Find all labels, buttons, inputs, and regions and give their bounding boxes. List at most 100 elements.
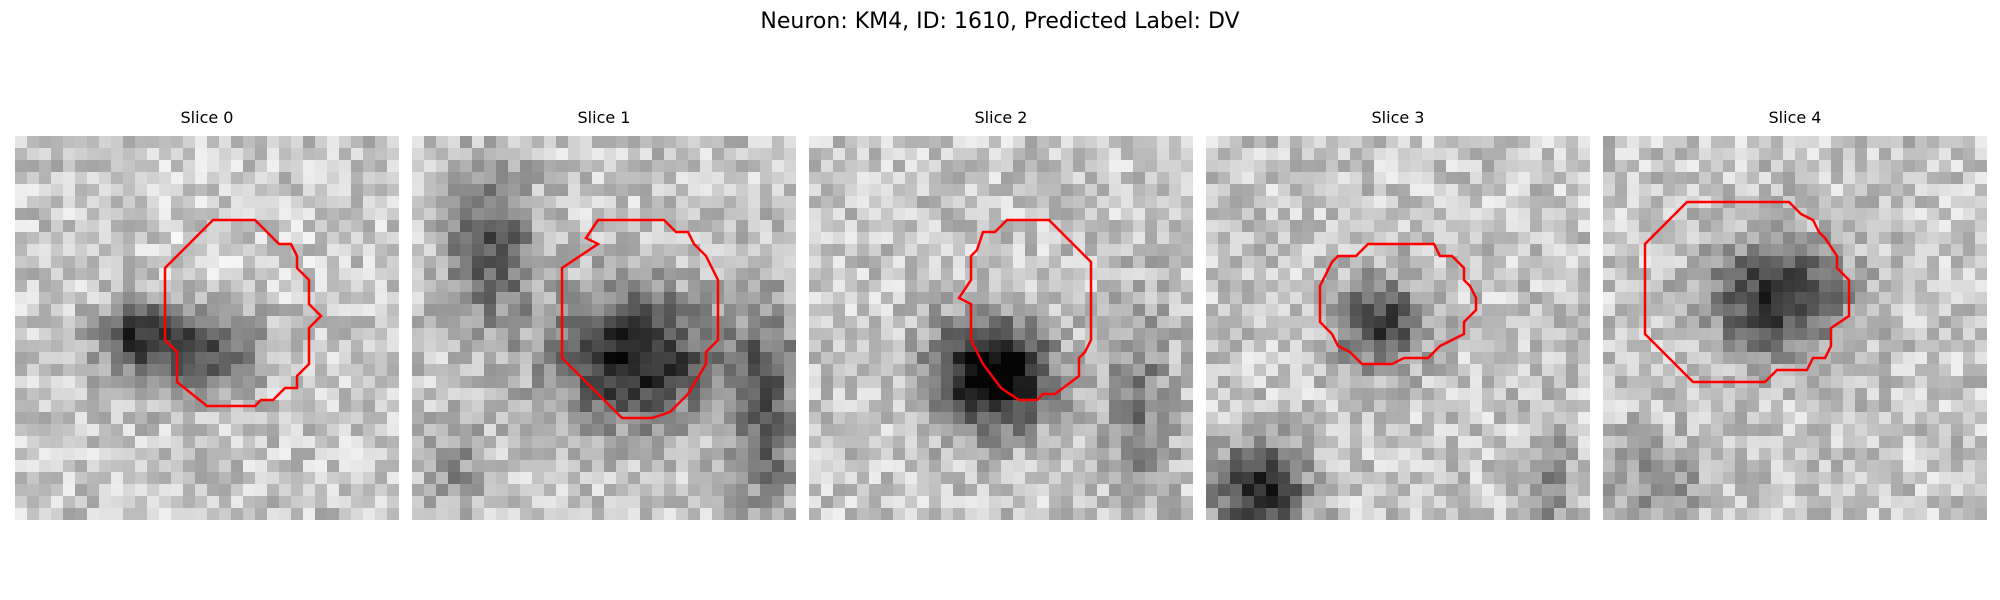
pixel [412, 160, 424, 172]
pixel [327, 208, 339, 220]
pixel [327, 244, 339, 256]
pixel [664, 424, 676, 436]
pixel [1915, 340, 1927, 352]
pixel [472, 400, 484, 412]
pixel [941, 244, 953, 256]
pixel [1242, 304, 1254, 316]
pixel [604, 184, 616, 196]
pixel [640, 316, 652, 328]
pixel [267, 280, 279, 292]
pixel [1711, 304, 1723, 316]
pixel [1578, 148, 1590, 160]
pixel [676, 472, 688, 484]
pixel [1013, 472, 1025, 484]
pixel [1578, 136, 1590, 148]
pixel [1145, 292, 1157, 304]
pixel [1037, 376, 1049, 388]
pixel [387, 280, 399, 292]
pixel [1627, 436, 1639, 448]
pixel [1506, 508, 1518, 520]
pixel [1651, 412, 1663, 424]
pixel [965, 400, 977, 412]
pixel [1566, 508, 1578, 520]
pixel [472, 460, 484, 472]
pixel [207, 136, 219, 148]
pixel [303, 316, 315, 328]
pixel [1530, 184, 1542, 196]
pixel [123, 412, 135, 424]
pixel [436, 208, 448, 220]
pixel [1687, 268, 1699, 280]
pixel [1037, 484, 1049, 496]
pixel [1831, 196, 1843, 208]
pixel [652, 196, 664, 208]
pixel [1230, 280, 1242, 292]
pixel [1855, 448, 1867, 460]
pixel [75, 496, 87, 508]
pixel [267, 340, 279, 352]
pixel [279, 400, 291, 412]
pixel [929, 400, 941, 412]
pixel [375, 400, 387, 412]
pixel [869, 292, 881, 304]
pixel [881, 196, 893, 208]
pixel [1302, 412, 1314, 424]
pixel [1218, 508, 1230, 520]
pixel [1422, 484, 1434, 496]
pixel [1711, 184, 1723, 196]
pixel [941, 148, 953, 160]
pixel [1350, 256, 1362, 268]
pixel [736, 472, 748, 484]
pixel [1458, 364, 1470, 376]
pixel [1747, 352, 1759, 364]
pixel [436, 292, 448, 304]
pixel [544, 292, 556, 304]
pixel [1049, 328, 1061, 340]
slice-title: Slice 1 [577, 108, 631, 127]
pixel [351, 136, 363, 148]
pixel [688, 196, 700, 208]
pixel [412, 412, 424, 424]
pixel [760, 208, 772, 220]
pixel [111, 148, 123, 160]
pixel [941, 292, 953, 304]
pixel [1001, 172, 1013, 184]
pixel [363, 496, 375, 508]
pixel [845, 484, 857, 496]
pixel [1013, 316, 1025, 328]
pixel [580, 496, 592, 508]
pixel [1362, 400, 1374, 412]
pixel [339, 484, 351, 496]
pixel [893, 268, 905, 280]
pixel [460, 508, 472, 520]
pixel [1939, 256, 1951, 268]
pixel [1603, 352, 1615, 364]
pixel [1795, 328, 1807, 340]
pixel [1181, 472, 1193, 484]
pixel [87, 304, 99, 316]
pixel [893, 136, 905, 148]
pixel [1975, 304, 1987, 316]
pixel [496, 184, 508, 196]
pixel [1446, 196, 1458, 208]
pixel [1566, 256, 1578, 268]
pixel [688, 160, 700, 172]
pixel [1542, 160, 1554, 172]
pixel [231, 244, 243, 256]
pixel [652, 472, 664, 484]
pixel [1097, 304, 1109, 316]
pixel [1206, 160, 1218, 172]
pixel [1097, 292, 1109, 304]
pixel [1278, 232, 1290, 244]
pixel [1735, 244, 1747, 256]
pixel [1133, 460, 1145, 472]
pixel [1121, 472, 1133, 484]
pixel [1542, 172, 1554, 184]
pixel [63, 160, 75, 172]
pixel [171, 424, 183, 436]
pixel [1903, 232, 1915, 244]
pixel [123, 484, 135, 496]
pixel [1398, 496, 1410, 508]
pixel [1578, 196, 1590, 208]
pixel [291, 496, 303, 508]
